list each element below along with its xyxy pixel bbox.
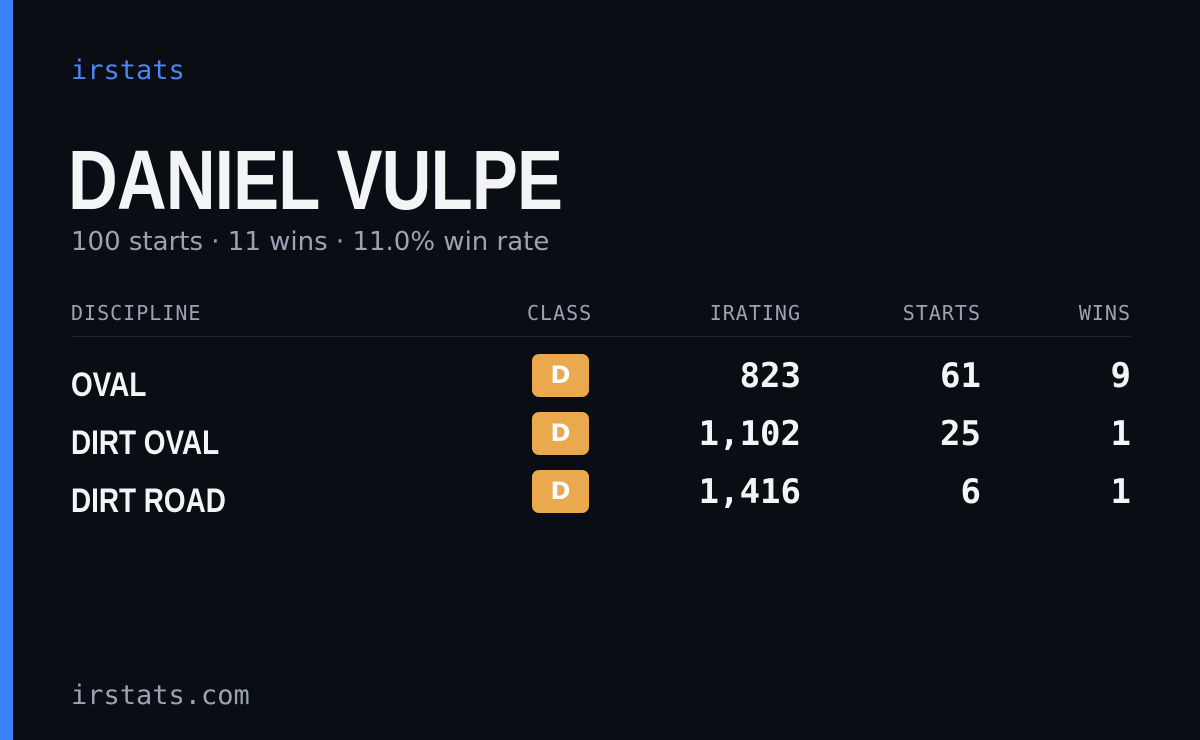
discipline-name: DIRT OVAL: [71, 424, 220, 462]
footer-domain: irstats.com: [71, 680, 250, 711]
class-badge: D: [532, 412, 589, 455]
irating-value: 1,416: [698, 472, 801, 512]
column-header-wins: WINS: [1078, 301, 1131, 325]
irating-value: 823: [739, 356, 801, 396]
accent-bar: [0, 0, 13, 740]
table-row: DIRT ROAD D 1,416 6 1: [71, 470, 1131, 528]
class-badge: D: [532, 354, 589, 397]
column-header-discipline: DISCIPLINE: [71, 301, 202, 325]
table-body: OVAL D 823 61 9 DIRT OVAL D 1,102 25 1 D…: [71, 354, 1131, 528]
class-badge: D: [532, 470, 589, 513]
player-summary: 100 starts · 11 wins · 11.0% win rate: [71, 227, 550, 257]
column-header-starts: STARTS: [902, 301, 981, 325]
starts-value: 61: [940, 356, 981, 396]
wins-value: 9: [1110, 356, 1131, 396]
discipline-name: OVAL: [71, 366, 147, 404]
discipline-stats-table: DISCIPLINE CLASS IRATING STARTS WINS OVA…: [71, 296, 1131, 528]
wins-value: 1: [1110, 472, 1131, 512]
column-header-class: CLASS: [527, 301, 593, 325]
starts-value: 25: [940, 414, 981, 454]
brand-logo-text: irstats: [71, 55, 185, 86]
table-row: OVAL D 823 61 9: [71, 354, 1131, 412]
discipline-name: DIRT ROAD: [71, 482, 226, 520]
table-row: DIRT OVAL D 1,102 25 1: [71, 412, 1131, 470]
irating-value: 1,102: [698, 414, 801, 454]
table-header: DISCIPLINE CLASS IRATING STARTS WINS: [71, 296, 1131, 337]
wins-value: 1: [1110, 414, 1131, 454]
player-name: DANIEL VULPE: [68, 133, 563, 227]
column-header-irating: IRATING: [709, 301, 801, 325]
starts-value: 6: [960, 472, 981, 512]
